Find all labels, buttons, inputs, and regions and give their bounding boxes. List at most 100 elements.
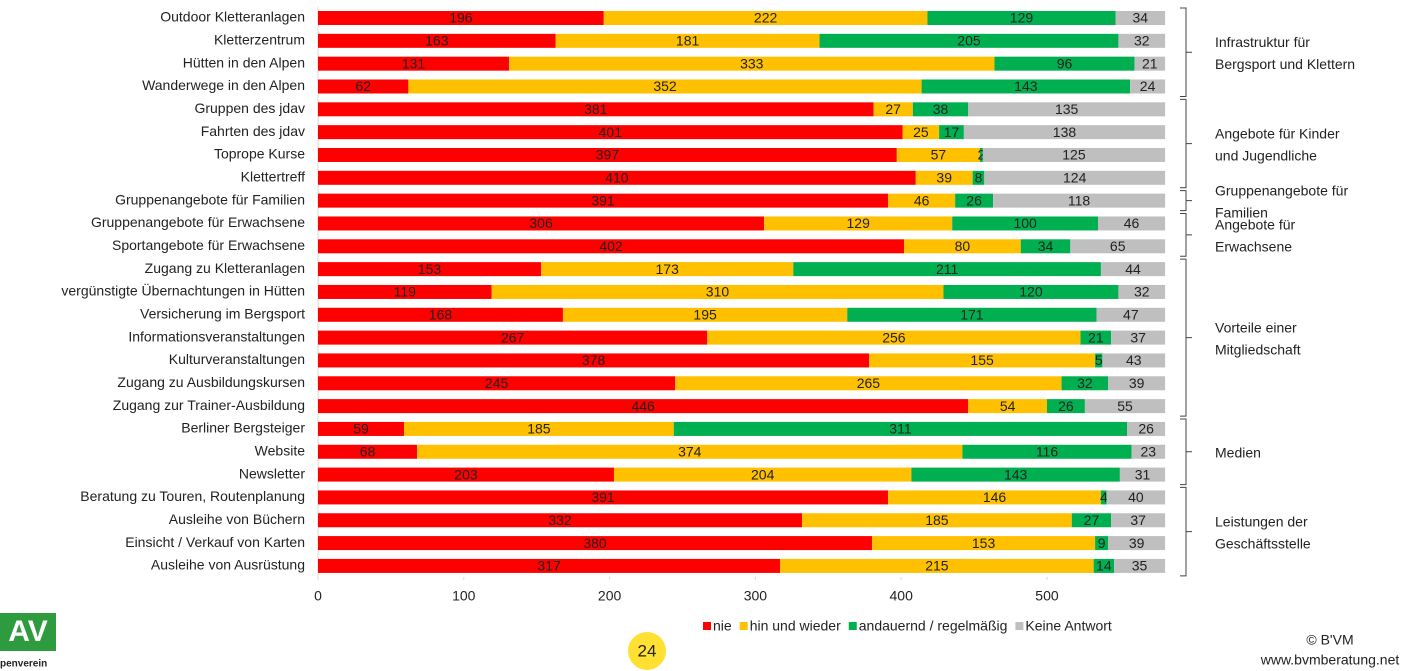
bar-segment [764,216,953,231]
group-label: Infrastruktur für [1215,34,1310,50]
data-label: 55 [1117,398,1133,414]
data-label: 153 [418,261,442,277]
data-label: 374 [678,443,702,459]
bar-segment [819,33,1119,48]
group-label: Geschäftsstelle [1215,535,1311,551]
data-label: 17 [944,124,960,140]
group-bracket [1180,7,1192,97]
data-label: 397 [596,147,620,163]
category-label: Versicherung im Bergsport [140,305,305,321]
group-label: Gruppenangebote für [1215,182,1348,198]
data-label: 196 [449,10,473,26]
data-label: 9 [1098,535,1106,551]
data-label: 381 [584,101,608,117]
data-label: 131 [402,55,426,71]
data-label: 2 [977,147,985,163]
bar-segment [491,284,944,299]
bar-segment [984,170,1166,185]
data-label: 410 [605,170,629,186]
data-label: 40 [1128,489,1144,505]
bar-segment [318,399,969,414]
bar-segment [318,56,509,71]
bar-segment [318,330,708,345]
data-label: 27 [1084,512,1100,528]
data-label: 116 [1036,443,1059,459]
data-label: 8 [975,170,983,186]
x-tick-label: 400 [890,588,914,604]
data-label: 31 [1135,466,1151,482]
data-label: 171 [960,306,984,322]
category-label: Informationsveranstaltungen [128,328,305,344]
bar-segment [1071,513,1112,528]
bar-segment [318,421,405,436]
data-label: 25 [913,124,929,140]
copyright: © B'VM [1306,632,1353,648]
copyright-url: www.bvmberatung.net [1260,652,1400,668]
category-label: vergünstigte Übernachtungen in Hütten [61,282,305,299]
bar-segment [1108,376,1166,391]
bar-segment [318,536,873,551]
group-bracket [1180,418,1192,486]
bar-segment [318,307,563,322]
group-label: Bergsport und Klettern [1215,56,1355,72]
bar-segment [888,490,1101,505]
bar-segment [1080,330,1112,345]
group-bracket [1180,98,1192,189]
bar-segment [1095,353,1103,368]
page-number: 24 [638,641,657,660]
bar-segment [1108,536,1166,551]
bar-segment [911,467,1120,482]
data-label: 80 [955,238,971,254]
bar-segment [1106,490,1166,505]
bar-segment [939,125,964,140]
data-label: 203 [454,466,478,482]
bar-segment [318,558,781,573]
bar-segment [1020,239,1071,254]
data-label: 391 [591,489,615,505]
data-label: 265 [857,375,881,391]
bar-segment [318,262,542,277]
data-label: 204 [751,466,775,482]
category-label: Ausleihe von Büchern [169,511,305,527]
group-bracket [1180,190,1192,212]
data-label: 43 [1126,352,1142,368]
category-label: Kulturveranstaltungen [169,351,305,367]
category-label: Klettertreff [241,169,305,185]
bar-segment [562,307,848,322]
bar-segment [1111,330,1166,345]
bar-segment [1118,33,1166,48]
data-label: 380 [583,535,607,551]
logo-subtext: penverein [0,659,47,670]
bar-segment [1102,353,1166,368]
data-label: 39 [1129,535,1145,551]
bar-segment [888,193,956,208]
data-label: 34 [1038,238,1054,254]
data-label: 26 [1138,421,1154,437]
data-label: 245 [485,375,509,391]
data-label: 35 [1132,558,1148,574]
data-label: 143 [1014,78,1038,94]
data-label: 402 [599,238,623,254]
x-tick-label: 0 [314,588,322,604]
data-label: 21 [1142,55,1158,71]
data-label: 38 [933,101,949,117]
bar-segment [318,33,556,48]
category-label: Hütten in den Alpen [183,54,305,70]
bar-segment [508,56,995,71]
bar-segment [904,239,1021,254]
bar-segment [802,513,1072,528]
data-label: 65 [1110,238,1126,254]
bar-segment [1098,216,1166,231]
data-label: 34 [1133,10,1149,26]
bar-segment [318,102,874,117]
bar-segment [1070,239,1166,254]
data-label: 46 [914,192,930,208]
x-tick-label: 300 [744,588,768,604]
data-label: 5 [1095,352,1103,368]
data-label: 32 [1077,375,1093,391]
x-tick-label: 200 [598,588,622,604]
bar-segment [408,79,922,94]
bar-segment [955,193,994,208]
data-label: 129 [847,215,871,231]
bar-segment [1095,536,1109,551]
